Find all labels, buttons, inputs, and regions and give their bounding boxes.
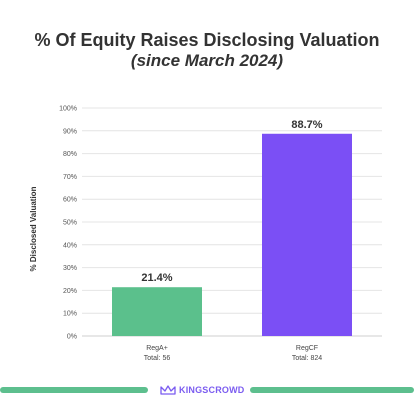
x-category-label: RegA+ xyxy=(146,345,168,352)
footer-right-bar xyxy=(250,387,414,393)
footer-left-bar xyxy=(0,387,148,393)
chart-subtitle: (since March 2024) xyxy=(130,51,284,70)
y-tick-label: 50% xyxy=(63,220,77,227)
bar-rega xyxy=(112,287,202,336)
data-label: 21.4% xyxy=(141,272,172,284)
crown-logo-icon xyxy=(160,385,176,395)
data-label: 88.7% xyxy=(291,119,322,131)
y-tick-label: 30% xyxy=(63,265,77,272)
y-tick-label: 80% xyxy=(63,151,77,158)
x-category-total: Total: 56 xyxy=(144,355,171,362)
y-tick-label: 10% xyxy=(63,311,77,318)
brand-logo: KINGSCROWD xyxy=(160,383,245,397)
x-category-label: RegCF xyxy=(296,345,318,352)
y-tick-label: 40% xyxy=(63,242,77,249)
x-category-total: Total: 824 xyxy=(292,355,322,362)
y-tick-label: 90% xyxy=(63,128,77,135)
bar-regcf xyxy=(262,133,352,336)
y-axis-label: % Disclosed Valuation xyxy=(29,186,38,271)
y-tick-label: 0% xyxy=(67,334,77,341)
chart-title: % Of Equity Raises Disclosing Valuation xyxy=(34,30,380,50)
y-tick-label: 60% xyxy=(63,197,77,204)
y-tick-label: 70% xyxy=(63,174,77,181)
y-tick-label: 20% xyxy=(63,288,77,295)
brand-name: KINGSCROWD xyxy=(179,385,245,395)
y-tick-label: 100% xyxy=(59,106,77,113)
